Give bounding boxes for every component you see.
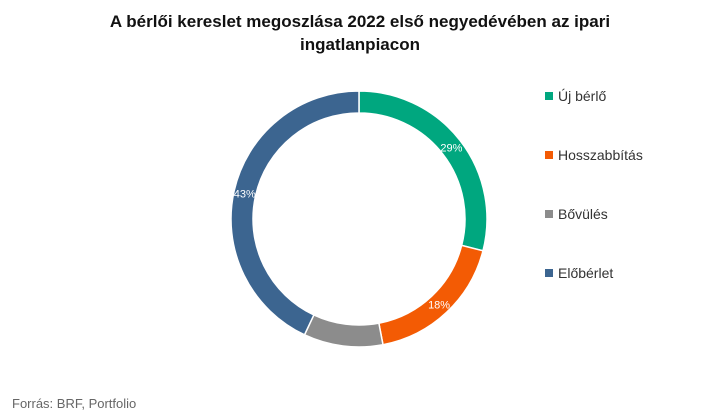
slice-data-label: 29% — [440, 142, 462, 154]
legend-swatch — [545, 151, 553, 159]
legend-label: Előbérlet — [558, 265, 614, 281]
donut-slices — [230, 90, 488, 348]
legend-swatch — [545, 269, 553, 277]
legend-label: Hosszabbítás — [558, 147, 643, 163]
donut-slice — [303, 313, 384, 348]
legend-item: Előbérlet — [545, 263, 643, 283]
legend-item: Új bérlő — [545, 86, 643, 106]
donut-slice — [230, 90, 360, 336]
legend-item: Hosszabbítás — [545, 145, 643, 165]
legend-swatch — [545, 92, 553, 100]
legend-item: Bővülés — [545, 204, 643, 224]
legend-swatch — [545, 210, 553, 218]
donut-slice — [377, 244, 484, 346]
donut-slice — [358, 90, 488, 252]
donut-data-labels: 29% 18% 43% — [234, 142, 463, 311]
slice-data-label: 18% — [428, 299, 450, 311]
chart-title: A bérlői kereslet megoszlása 2022 első n… — [109, 12, 611, 54]
legend-label: Új bérlő — [558, 88, 607, 104]
source-note: Forrás: BRF, Portfolio — [12, 396, 137, 411]
chart-legend: Új bérlő Hosszabbítás Bővülés Előbérlet — [545, 86, 643, 322]
slice-data-label: 43% — [234, 188, 256, 200]
legend-label: Bővülés — [558, 206, 608, 222]
